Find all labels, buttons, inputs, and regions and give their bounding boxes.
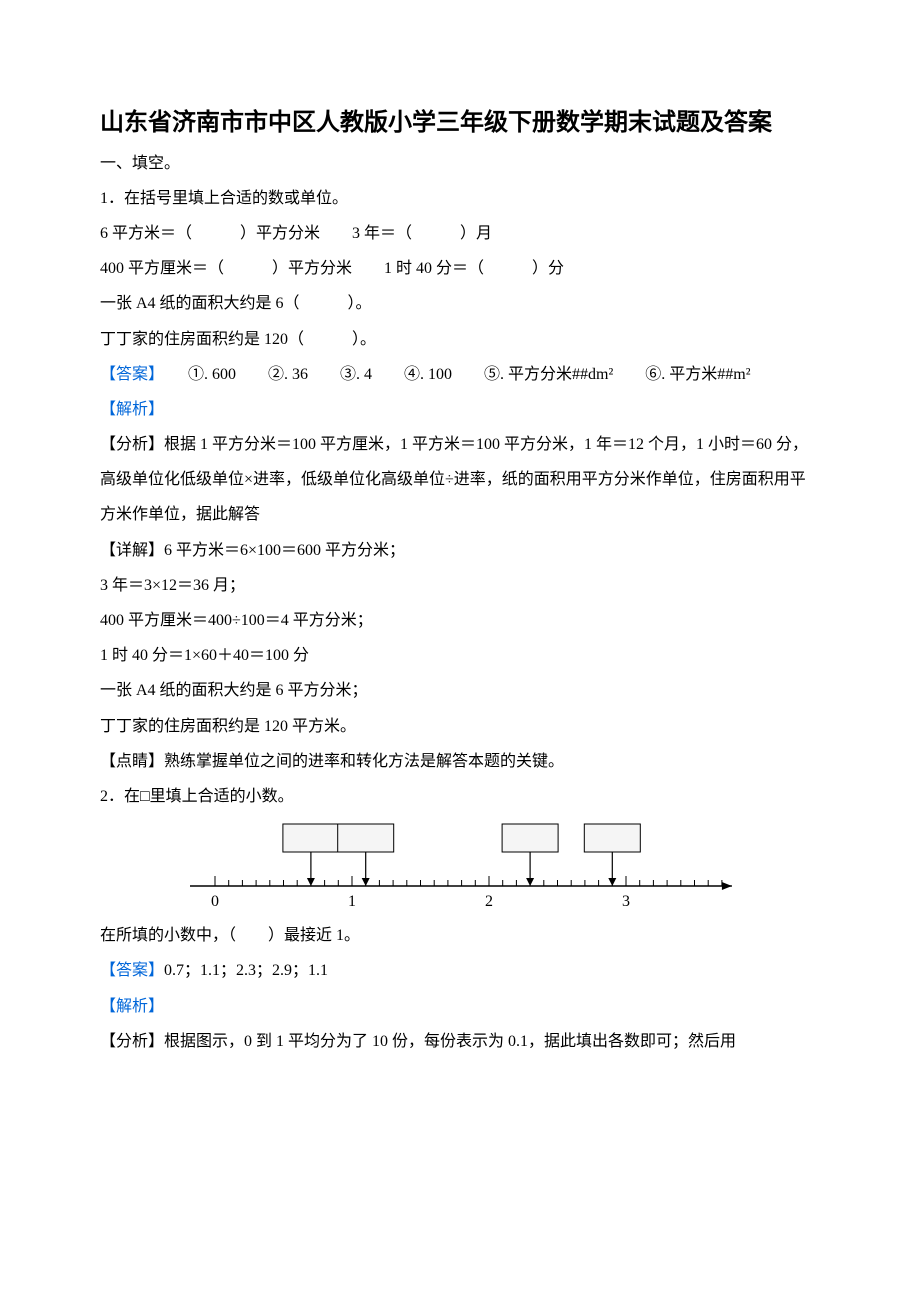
q1-answer: 【答案】 ①. 600 ②. 36 ③. 4 ④. 100 ⑤. 平方分米##d…	[100, 357, 820, 392]
svg-text:0: 0	[211, 893, 219, 910]
q1-detail4: 1 时 40 分＝1×60＋40＝100 分	[100, 638, 820, 673]
answer-label: 【答案】	[100, 962, 164, 979]
svg-text:3: 3	[622, 893, 630, 910]
number-line-diagram: 0 1 2 3	[170, 818, 750, 918]
q2-analysis: 【分析】根据图示，0 到 1 平均分为了 10 份，每份表示为 0.1，据此填出…	[100, 1024, 820, 1059]
q1-detail5: 一张 A4 纸的面积大约是 6 平方分米；	[100, 673, 820, 708]
svg-text:2: 2	[485, 893, 493, 910]
q2-stem: 2．在□里填上合适的小数。	[100, 779, 820, 814]
q1-analysis: 【分析】根据 1 平方分米＝100 平方厘米，1 平方米＝100 平方分米，1 …	[100, 427, 820, 533]
q2-follow: 在所填的小数中，（ ）最接近 1。	[100, 918, 820, 953]
explain-label: 【解析】	[100, 989, 820, 1024]
q1-line1: 6 平方米＝（ ）平方分米 3 年＝（ ）月	[100, 216, 820, 251]
q1-line2: 400 平方厘米＝（ ）平方分米 1 时 40 分＝（ ）分	[100, 251, 820, 286]
q1-detail3: 400 平方厘米＝400÷100＝4 平方分米；	[100, 603, 820, 638]
answer-text: ①. 600 ②. 36 ③. 4 ④. 100 ⑤. 平方分米##dm² ⑥.…	[156, 366, 751, 383]
svg-text:1: 1	[348, 893, 356, 910]
q1-line4: 丁丁家的住房面积约是 120（ ）。	[100, 322, 820, 357]
answer-text: 0.7；1.1；2.3；2.9；1.1	[164, 962, 328, 979]
answer-label: 【答案】	[100, 366, 156, 383]
section-heading: 一、填空。	[100, 146, 820, 181]
page-title: 山东省济南市市中区人教版小学三年级下册数学期末试题及答案	[100, 100, 820, 146]
page-root: 山东省济南市市中区人教版小学三年级下册数学期末试题及答案 一、填空。 1．在括号…	[0, 0, 920, 1099]
q1-detail2: 3 年＝3×12＝36 月；	[100, 568, 820, 603]
explain-label: 【解析】	[100, 392, 820, 427]
q1-detail6: 丁丁家的住房面积约是 120 平方米。	[100, 709, 820, 744]
q1-detail1: 【详解】6 平方米＝6×100＝600 平方分米；	[100, 533, 820, 568]
q1-stem: 1．在括号里填上合适的数或单位。	[100, 181, 820, 216]
q1-tip: 【点睛】熟练掌握单位之间的进率和转化方法是解答本题的关键。	[100, 744, 820, 779]
q2-answer: 【答案】0.7；1.1；2.3；2.9；1.1	[100, 953, 820, 988]
q1-line3: 一张 A4 纸的面积大约是 6（ ）。	[100, 286, 820, 321]
